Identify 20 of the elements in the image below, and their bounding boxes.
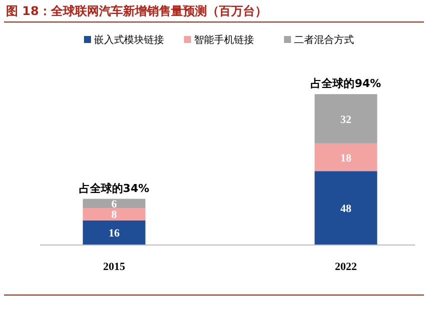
legend-label: 智能手机链接	[194, 34, 254, 46]
annotation: 占全球的34%	[78, 182, 150, 195]
legend-label: 嵌入式模块链接	[94, 34, 164, 46]
data-label: 32	[340, 114, 352, 126]
x-tick-label: 2022	[334, 261, 358, 273]
bar	[314, 143, 378, 172]
legend-label: 二者混合方式	[294, 34, 354, 46]
annotation: 占全球的94%	[310, 77, 382, 90]
bar	[82, 220, 146, 245]
bar	[82, 208, 146, 220]
data-label: 48	[340, 203, 352, 216]
bar	[82, 198, 146, 208]
data-label: 8	[111, 209, 118, 222]
data-label: 6	[111, 198, 118, 210]
bar	[314, 171, 378, 245]
chart-title: 图 18：全球联网汽车新增销售量预测（百万台）	[6, 4, 267, 18]
bar	[314, 94, 378, 144]
x-tick-label: 2015	[103, 261, 126, 273]
data-label: 18	[340, 152, 352, 164]
data-label: 16	[108, 228, 120, 240]
